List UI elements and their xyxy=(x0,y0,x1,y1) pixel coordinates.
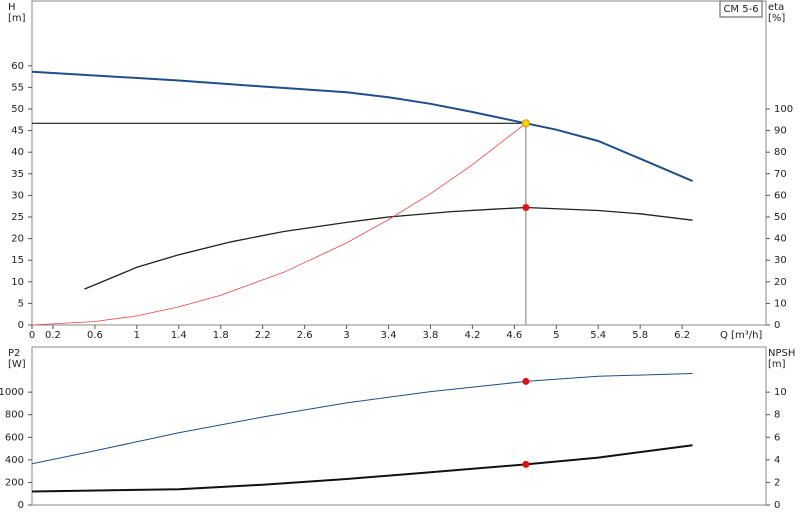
x-tick-label: 1 xyxy=(134,330,140,341)
y-tick-label: 0 xyxy=(18,320,24,331)
y-tick-label: 30 xyxy=(11,190,24,201)
y2-tick-label: 10 xyxy=(774,298,787,309)
y-tick-label: 10 xyxy=(11,277,24,288)
x-tick-label: 1.8 xyxy=(213,330,229,341)
y-tick-label: 15 xyxy=(11,255,24,266)
x-tick-label: 2.2 xyxy=(255,330,271,341)
y2-tick-label: 4 xyxy=(774,455,780,466)
y-tick-label: 800 xyxy=(5,410,24,421)
x-tick-label: 0 xyxy=(29,330,35,341)
x-tick-label: 0.6 xyxy=(87,330,103,341)
y2-axis-label: NPSH xyxy=(768,348,795,359)
operating-point xyxy=(522,203,530,211)
curve xyxy=(31,70,693,183)
y-axis-label: P2 xyxy=(8,348,20,359)
x-tick-label: 5.4 xyxy=(590,330,606,341)
plot-frame xyxy=(31,0,767,326)
x-tick-label: 4.2 xyxy=(464,330,480,341)
x-tick-label: 5.8 xyxy=(632,330,648,341)
y-tick-label: 35 xyxy=(11,169,24,180)
x-tick-label: 6.2 xyxy=(674,330,690,341)
y-tick-label: 400 xyxy=(5,455,24,466)
y-tick-label: 45 xyxy=(11,126,24,137)
x-tick-label: 0.2 xyxy=(45,330,61,341)
y-tick-label: 40 xyxy=(11,147,24,158)
y2-tick-label: 6 xyxy=(774,432,780,443)
y2-tick-label: 70 xyxy=(774,169,787,180)
legend-label: CM 5-6 xyxy=(723,4,758,15)
x-tick-label: 3.4 xyxy=(381,330,397,341)
curve xyxy=(31,373,693,465)
y-tick-label: 200 xyxy=(5,477,24,488)
y-tick-label: 600 xyxy=(5,432,24,443)
y2-axis-unit: [%] xyxy=(768,13,785,24)
curve xyxy=(31,122,527,326)
y-tick-label: 0 xyxy=(18,500,24,511)
y-tick-label: 60 xyxy=(11,61,24,72)
y2-tick-label: 20 xyxy=(774,277,787,288)
operating-point xyxy=(521,119,530,128)
y-tick-label: 50 xyxy=(11,104,24,115)
curve xyxy=(84,206,693,290)
y2-axis-label: eta xyxy=(768,2,784,13)
x-tick-label: 2.6 xyxy=(297,330,313,341)
y2-tick-label: 40 xyxy=(774,234,787,245)
y-axis-unit: [m] xyxy=(8,13,26,24)
operating-point xyxy=(522,377,530,385)
y-tick-label: 55 xyxy=(11,82,24,93)
y2-tick-label: 2 xyxy=(774,477,780,488)
x-tick-label: 5 xyxy=(553,330,559,341)
y2-tick-label: 50 xyxy=(774,212,787,223)
x-tick-label: 3.8 xyxy=(423,330,439,341)
plot-frame xyxy=(31,346,767,506)
x-tick-label: 3 xyxy=(343,330,349,341)
y2-tick-label: 0 xyxy=(774,500,780,511)
curve xyxy=(31,444,693,493)
y2-tick-label: 90 xyxy=(774,126,787,137)
operating-point xyxy=(522,460,530,468)
y2-tick-label: 8 xyxy=(774,410,780,421)
legend-box xyxy=(719,0,763,18)
y-tick-label: 20 xyxy=(11,234,24,245)
y-tick-label: 1000 xyxy=(0,387,24,398)
x-tick-label: 4.6 xyxy=(506,330,522,341)
y2-tick-label: 30 xyxy=(774,255,787,266)
y2-tick-label: 80 xyxy=(774,147,787,158)
y-axis-unit: [W] xyxy=(8,359,26,370)
y2-tick-label: 60 xyxy=(774,190,787,201)
y2-tick-label: 100 xyxy=(774,104,793,115)
y2-tick-label: 0 xyxy=(774,320,780,331)
y2-axis-unit: [m] xyxy=(768,359,786,370)
y-tick-label: 25 xyxy=(11,212,24,223)
x-axis-label: Q [m³/h] xyxy=(720,330,762,341)
y-axis-label: H xyxy=(8,2,16,13)
y2-tick-label: 10 xyxy=(774,387,787,398)
x-tick-label: 1.4 xyxy=(171,330,187,341)
y-tick-label: 5 xyxy=(18,298,24,309)
